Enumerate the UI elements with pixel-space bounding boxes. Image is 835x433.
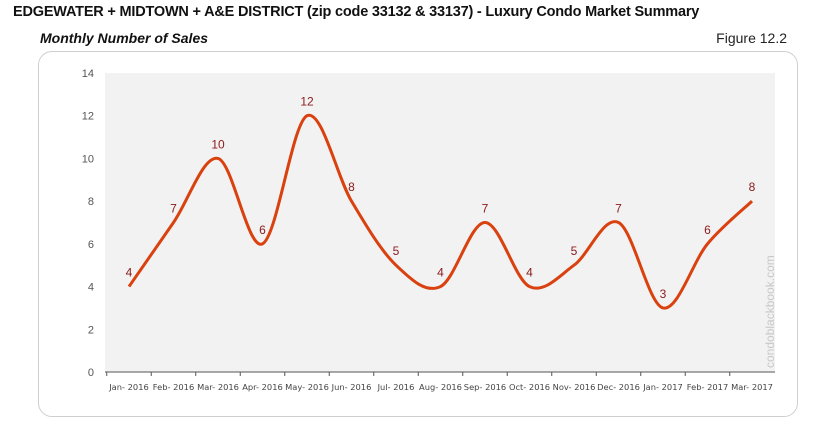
x-tick-label: May- 2016 <box>285 382 329 392</box>
data-label: 8 <box>348 180 355 194</box>
chart-frame <box>38 51 798 417</box>
data-label: 12 <box>300 95 314 109</box>
data-label: 7 <box>482 202 489 216</box>
x-tick-label: Mar- 2017 <box>731 382 773 392</box>
x-tick-label: Dec- 2016 <box>597 382 640 392</box>
y-tick-label: 6 <box>88 239 94 251</box>
data-label: 4 <box>437 266 444 280</box>
y-tick-label: 8 <box>88 196 94 208</box>
chart-subtitle: Monthly Number of Sales <box>40 30 209 46</box>
data-label: 5 <box>393 244 400 258</box>
x-tick-label: Mar- 2016 <box>197 382 239 392</box>
watermark: condoblackbook.com <box>763 255 777 368</box>
x-tick-label: Feb- 2017 <box>687 382 728 392</box>
x-tick-label: Jun- 2016 <box>331 382 372 392</box>
data-label: 4 <box>126 266 133 280</box>
report-title: EDGEWATER + MIDTOWN + A&E DISTRICT (zip … <box>13 4 700 20</box>
x-tick-label: Feb- 2016 <box>153 382 194 392</box>
y-tick-label: 14 <box>82 68 94 80</box>
y-tick-label: 4 <box>88 282 94 294</box>
y-tick-label: 2 <box>88 324 94 336</box>
x-tick-label: Jan- 2017 <box>642 382 683 392</box>
x-tick-label: Jul- 2016 <box>377 382 415 392</box>
figure-number: Figure 12.2 <box>716 30 787 46</box>
data-label: 8 <box>749 180 756 194</box>
data-label: 4 <box>526 266 533 280</box>
y-tick-label: 10 <box>82 153 94 165</box>
x-tick-label: Apr- 2016 <box>242 382 283 392</box>
sales-line <box>127 114 754 310</box>
data-label: 6 <box>704 223 711 237</box>
data-label: 5 <box>571 244 578 258</box>
data-label: 7 <box>615 202 622 216</box>
x-tick-label: Sep- 2016 <box>464 382 506 392</box>
x-tick-label: Nov- 2016 <box>553 382 596 392</box>
data-label: 7 <box>170 202 177 216</box>
data-label: 3 <box>660 287 667 301</box>
x-tick-label: Oct- 2016 <box>509 382 550 392</box>
y-tick-label: 0 <box>88 367 94 379</box>
data-label: 10 <box>211 137 225 151</box>
data-label: 6 <box>259 223 266 237</box>
x-tick-label: Aug- 2016 <box>419 382 462 392</box>
x-tick-label: Jan- 2016 <box>108 382 149 392</box>
y-tick-label: 12 <box>82 111 94 123</box>
plot-area <box>105 73 775 372</box>
